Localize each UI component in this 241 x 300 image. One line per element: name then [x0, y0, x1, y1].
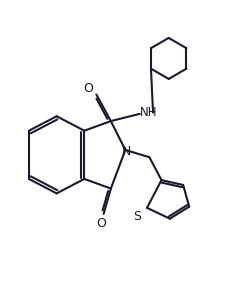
- Text: NH: NH: [140, 106, 157, 119]
- Text: O: O: [83, 82, 93, 95]
- Text: S: S: [133, 210, 141, 223]
- Text: O: O: [96, 217, 106, 230]
- Text: N: N: [122, 145, 131, 158]
